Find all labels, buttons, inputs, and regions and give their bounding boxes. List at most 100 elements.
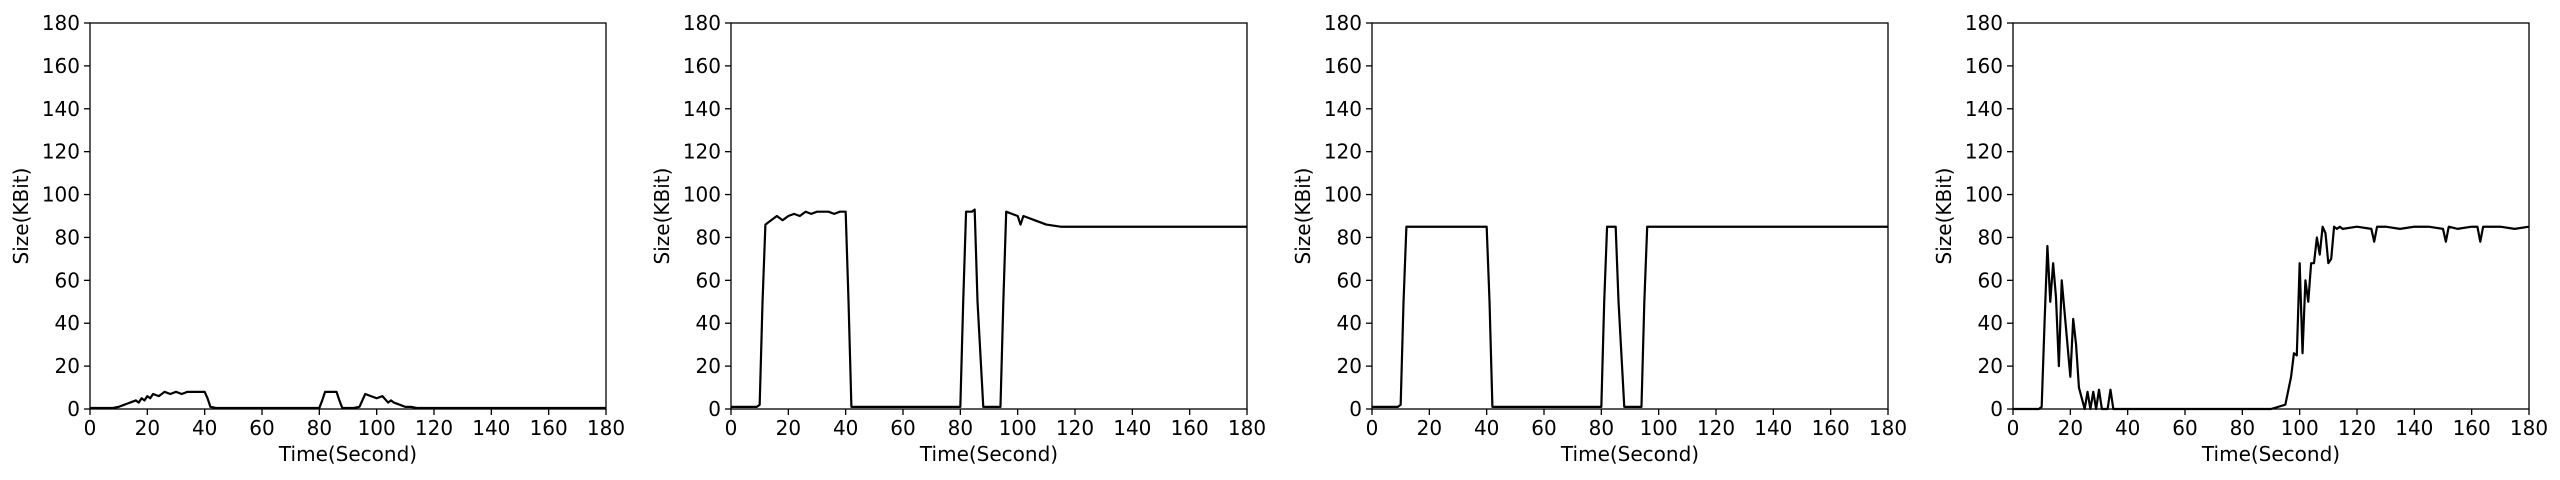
x-tick-label: 140 (1113, 416, 1151, 440)
x-tick-label: 140 (472, 416, 510, 440)
x-tick-label: 0 (2007, 416, 2020, 440)
plot-frame (89, 22, 607, 410)
y-tick-label: 0 (708, 397, 721, 421)
x-tick-label: 180 (587, 416, 625, 440)
y-tick-label: 160 (42, 54, 80, 78)
chart-panel-3: 0 20 40 60 80 100 120 140 160 180 0 20 40 60 80 100 120 1… (1291, 11, 1907, 466)
x-tick-label: 160 (2453, 416, 2491, 440)
y-tick-label: 20 (1978, 354, 2003, 378)
x-tick-label: 0 (84, 416, 97, 440)
y-tick-label: 140 (42, 97, 80, 121)
x-tick-label: 20 (776, 416, 801, 440)
y-tick-label: 180 (1324, 11, 1362, 35)
x-tick-label: 80 (307, 416, 332, 440)
x-tick-label: 140 (1754, 416, 1792, 440)
x-tick-label: 60 (2172, 416, 2197, 440)
x-tick-label: 40 (2115, 416, 2140, 440)
x-tick-label: 60 (249, 416, 274, 440)
y-tick-label: 100 (1965, 183, 2003, 207)
y-tick-label: 80 (1337, 225, 1362, 249)
series-line-1 (731, 208, 1247, 408)
x-tick-label: 120 (415, 416, 453, 440)
x-tick-label: 40 (1474, 416, 1499, 440)
x-tick-label: 160 (530, 416, 568, 440)
y-axis-label: Size(KBit) (650, 168, 674, 265)
y-tick-label: 40 (1337, 311, 1362, 335)
y-tick-label: 180 (1965, 11, 2003, 35)
x-axis-label: Time(Second) (278, 442, 417, 466)
y-tick-label: 80 (696, 225, 721, 249)
x-tick-label: 120 (2338, 416, 2376, 440)
x-tick-label: 40 (833, 416, 858, 440)
y-tick-label: 40 (696, 311, 721, 335)
y-tick-label: 0 (67, 397, 80, 421)
x-tick-label: 100 (999, 416, 1037, 440)
x-axis-label: Time(Second) (2201, 442, 2340, 466)
y-tick-label: 120 (1324, 140, 1362, 164)
y-tick-label: 100 (683, 183, 721, 207)
chart-panel-1: 0 20 40 60 80 100 120 140 160 180 0 20 40 60 80 100 120 1… (9, 11, 625, 466)
x-tick-label: 40 (192, 416, 217, 440)
y-tick-label: 0 (1990, 397, 2003, 421)
chart-panel-4: 0 20 40 60 80 100 120 140 160 180 0 20 40 60 80 100 120 1… (1932, 11, 2548, 466)
x-tick-label: 140 (2395, 416, 2433, 440)
plot-frame (1371, 22, 1889, 410)
y-tick-label: 20 (696, 354, 721, 378)
y-tick-label: 140 (1324, 97, 1362, 121)
plot-frame (2012, 22, 2530, 410)
y-tick-label: 0 (1349, 397, 1362, 421)
x-axis-label: Time(Second) (1560, 442, 1699, 466)
x-tick-label: 0 (1366, 416, 1379, 440)
y-axis-label: Size(KBit) (1932, 168, 1956, 265)
chart-panel-2: 0 20 40 60 80 100 120 140 160 180 0 20 40 60 80 100 120 1… (650, 11, 1266, 466)
series-line-1 (2013, 225, 2530, 411)
y-tick-label: 140 (683, 97, 721, 121)
series-line-1 (90, 390, 606, 410)
x-tick-label: 120 (1056, 416, 1094, 440)
x-tick-label: 20 (1417, 416, 1442, 440)
x-tick-label: 180 (2510, 416, 2548, 440)
plot-frame (730, 22, 1248, 410)
y-tick-label: 160 (1965, 54, 2003, 78)
x-tick-label: 100 (358, 416, 396, 440)
y-tick-label: 20 (55, 354, 80, 378)
y-tick-label: 20 (1337, 354, 1362, 378)
x-tick-label: 160 (1812, 416, 1850, 440)
y-tick-label: 100 (42, 183, 80, 207)
x-tick-label: 80 (2230, 416, 2255, 440)
x-tick-label: 180 (1869, 416, 1907, 440)
y-tick-label: 180 (683, 11, 721, 35)
x-tick-label: 0 (725, 416, 738, 440)
y-axis-label: Size(KBit) (9, 168, 33, 265)
y-tick-label: 60 (696, 268, 721, 292)
series-line-1 (1372, 225, 1888, 408)
x-tick-label: 80 (1589, 416, 1614, 440)
x-tick-label: 20 (135, 416, 160, 440)
x-tick-label: 120 (1697, 416, 1735, 440)
y-tick-label: 160 (1324, 54, 1362, 78)
x-tick-label: 180 (1228, 416, 1266, 440)
y-tick-label: 120 (1965, 140, 2003, 164)
x-tick-label: 20 (2058, 416, 2083, 440)
y-tick-label: 180 (42, 11, 80, 35)
y-axis-label: Size(KBit) (1291, 168, 1315, 265)
y-tick-label: 40 (55, 311, 80, 335)
y-tick-label: 60 (1337, 268, 1362, 292)
y-tick-label: 140 (1965, 97, 2003, 121)
y-tick-label: 80 (55, 225, 80, 249)
x-tick-label: 160 (1171, 416, 1209, 440)
x-tick-label: 60 (890, 416, 915, 440)
x-tick-label: 100 (2281, 416, 2319, 440)
y-tick-label: 60 (55, 268, 80, 292)
x-tick-label: 80 (948, 416, 973, 440)
y-tick-label: 40 (1978, 311, 2003, 335)
y-tick-label: 120 (42, 140, 80, 164)
x-tick-label: 100 (1640, 416, 1678, 440)
y-tick-label: 60 (1978, 268, 2003, 292)
x-tick-label: 60 (1531, 416, 1556, 440)
y-tick-label: 120 (683, 140, 721, 164)
y-tick-label: 160 (683, 54, 721, 78)
y-tick-label: 80 (1978, 225, 2003, 249)
x-axis-label: Time(Second) (919, 442, 1058, 466)
